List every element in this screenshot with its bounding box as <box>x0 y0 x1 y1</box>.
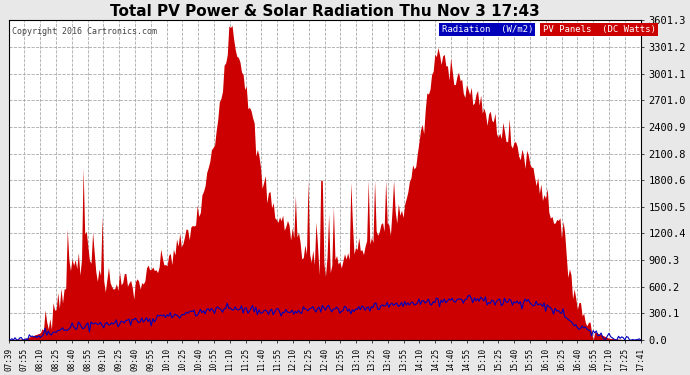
Text: PV Panels  (DC Watts): PV Panels (DC Watts) <box>543 25 655 34</box>
Text: Copyright 2016 Cartronics.com: Copyright 2016 Cartronics.com <box>12 27 157 36</box>
Title: Total PV Power & Solar Radiation Thu Nov 3 17:43: Total PV Power & Solar Radiation Thu Nov… <box>110 4 540 19</box>
Text: Radiation  (W/m2): Radiation (W/m2) <box>442 25 533 34</box>
